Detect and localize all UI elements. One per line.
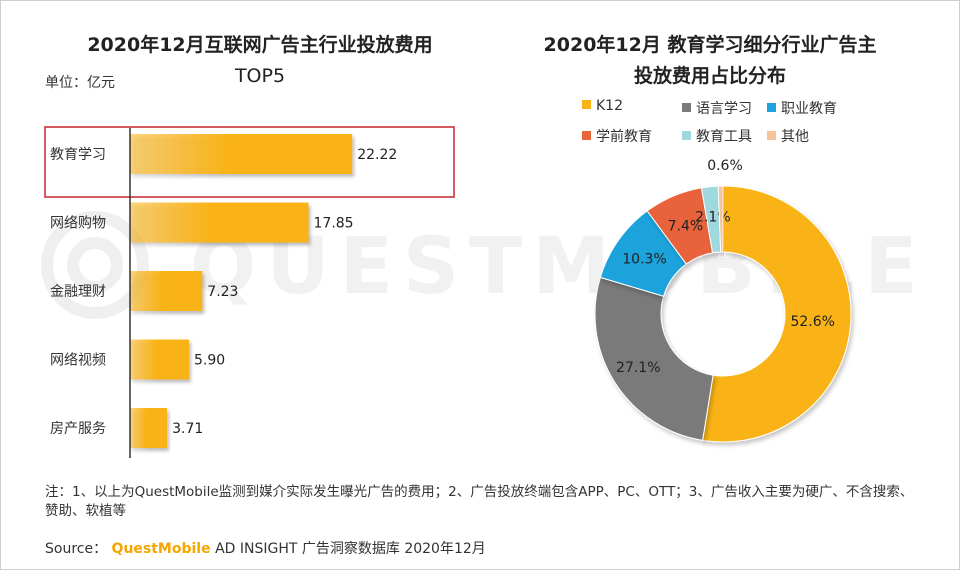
value-label-房产服务: 3.71 bbox=[172, 421, 203, 437]
bar-chart-unit: 单位：亿元 bbox=[45, 75, 115, 91]
slice-K12 bbox=[702, 185, 852, 443]
pie-chart-title-line1: 2020年12月 教育学习细分行业广告主 bbox=[543, 34, 877, 56]
bar-chart-title: 2020年12月互联网广告主行业投放费用 TOP5 bbox=[40, 30, 480, 92]
category-label-金融理财: 金融理财 bbox=[50, 284, 106, 300]
bar-chart-title-line2: TOP5 bbox=[234, 65, 286, 87]
source-brand: QuestMobile bbox=[111, 541, 211, 557]
legend-item-学前教育: 学前教育 bbox=[582, 126, 652, 146]
legend-label-职业教育: 职业教育 bbox=[781, 101, 837, 117]
legend-swatch-学前教育 bbox=[582, 131, 591, 140]
legend-label-教育工具: 教育工具 bbox=[696, 129, 752, 145]
value-label-金融理财: 7.23 bbox=[207, 284, 238, 300]
category-label-网络购物: 网络购物 bbox=[50, 216, 106, 232]
category-label-房产服务: 房产服务 bbox=[50, 421, 106, 437]
source-label: Source： bbox=[45, 541, 108, 557]
slice-label-职业教育: 10.3% bbox=[622, 252, 666, 268]
value-label-教育学习: 22.22 bbox=[357, 147, 397, 163]
slice-label-语言学习: 27.1% bbox=[616, 360, 660, 376]
category-label-网络视频: 网络视频 bbox=[50, 353, 106, 369]
slice-label-其他: 0.6% bbox=[707, 158, 743, 174]
bar-金融理财 bbox=[130, 271, 203, 311]
legend-swatch-语言学习 bbox=[682, 103, 691, 112]
source-line: Source： QuestMobile AD INSIGHT 广告洞察数据库 2… bbox=[45, 538, 486, 558]
legend-swatch-职业教育 bbox=[767, 103, 776, 112]
slice-label-教育工具: 2.1% bbox=[695, 210, 731, 226]
category-label-教育学习: 教育学习 bbox=[50, 147, 106, 163]
legend-label-语言学习: 语言学习 bbox=[696, 101, 752, 117]
footnote: 注：1、以上为QuestMobile监测到媒介实际发生曝光广告的费用；2、广告投… bbox=[45, 484, 914, 519]
value-label-网络购物: 17.85 bbox=[314, 216, 354, 232]
bar-房产服务 bbox=[130, 408, 168, 448]
legend-item-职业教育: 职业教育 bbox=[767, 98, 837, 118]
legend-label-学前教育: 学前教育 bbox=[596, 129, 652, 145]
pie-chart-title-line2: 投放费用占比分布 bbox=[633, 65, 786, 87]
slice-其他 bbox=[717, 185, 724, 253]
bar-网络视频 bbox=[130, 339, 189, 380]
bar-教育学习 bbox=[130, 134, 353, 174]
value-label-网络视频: 5.90 bbox=[194, 353, 225, 369]
legend-item-语言学习: 语言学习 bbox=[682, 98, 752, 118]
slice-label-K12: 52.6% bbox=[790, 314, 834, 330]
legend-item-其他: 其他 bbox=[767, 126, 809, 146]
legend-item-教育工具: 教育工具 bbox=[682, 126, 752, 146]
slice-语言学习 bbox=[594, 276, 714, 441]
legend-item-K12: K12 bbox=[582, 98, 623, 114]
pie-chart-title: 2020年12月 教育学习细分行业广告主 投放费用占比分布 bbox=[500, 30, 920, 92]
legend-swatch-教育工具 bbox=[682, 131, 691, 140]
legend-label-其他: 其他 bbox=[781, 129, 809, 145]
bar-网络购物 bbox=[130, 202, 309, 243]
legend-swatch-其他 bbox=[767, 131, 776, 140]
legend-label-K12: K12 bbox=[596, 98, 623, 114]
bar-chart-title-line1: 2020年12月互联网广告主行业投放费用 bbox=[87, 34, 433, 56]
legend-swatch-K12 bbox=[582, 100, 591, 109]
bar-chart: 教育学习 22.22 网络购物 17.85 金融理财 7.23 网络视频 5.90 房产服务 3.… bbox=[44, 126, 455, 458]
donut-chart: 52.6% 27.1% 10.3% 7.4%2.1% 0.6% bbox=[594, 158, 852, 443]
source-text: AD INSIGHT 广告洞察数据库 2020年12月 bbox=[215, 541, 486, 557]
highlight-box bbox=[44, 126, 455, 198]
slice-label-学前教育: 7.4% bbox=[668, 219, 704, 235]
